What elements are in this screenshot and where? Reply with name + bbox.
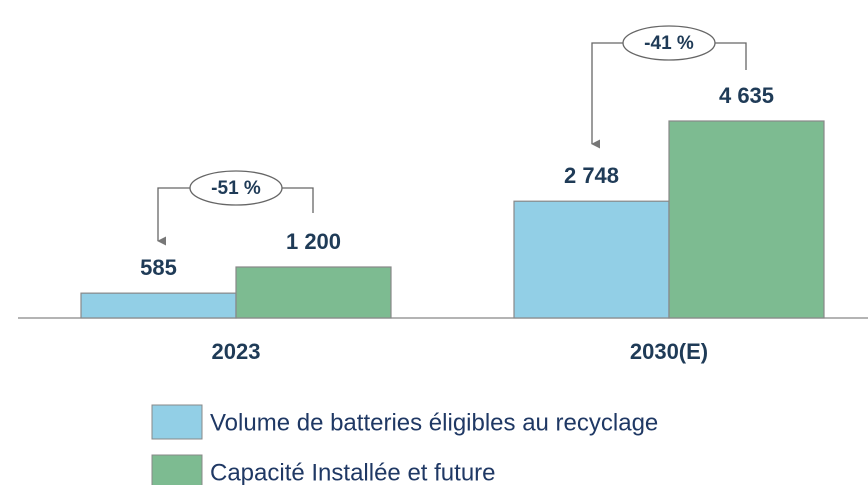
annotation-2: -41 % (591, 25, 747, 149)
annotation: -51 % (211, 178, 261, 199)
annotation-1: -51 % (157, 170, 314, 246)
annotation: -41 % (644, 33, 694, 54)
x-tick-label: 2023 (212, 339, 261, 364)
bubble (622, 25, 716, 61)
x-tick-label: 2030(E) (630, 339, 708, 364)
value-label: 2 748 (564, 163, 619, 188)
legend-swatch (151, 404, 203, 440)
value-label: 4 635 (719, 83, 774, 108)
connector (715, 42, 747, 70)
legend-label: Capacité Installée et future (210, 459, 496, 485)
legend-swatch (151, 454, 203, 485)
bar (668, 120, 825, 319)
value-label: 1 200 (286, 229, 341, 254)
connector (282, 187, 314, 213)
bar (513, 200, 670, 319)
legend-label: Volume de batteries éligibles au recycla… (210, 409, 658, 436)
value-label: 585 (140, 255, 177, 280)
bar (80, 292, 237, 319)
arrow (157, 187, 190, 246)
bar (235, 266, 392, 319)
bubble (189, 170, 283, 206)
arrow (591, 42, 623, 149)
